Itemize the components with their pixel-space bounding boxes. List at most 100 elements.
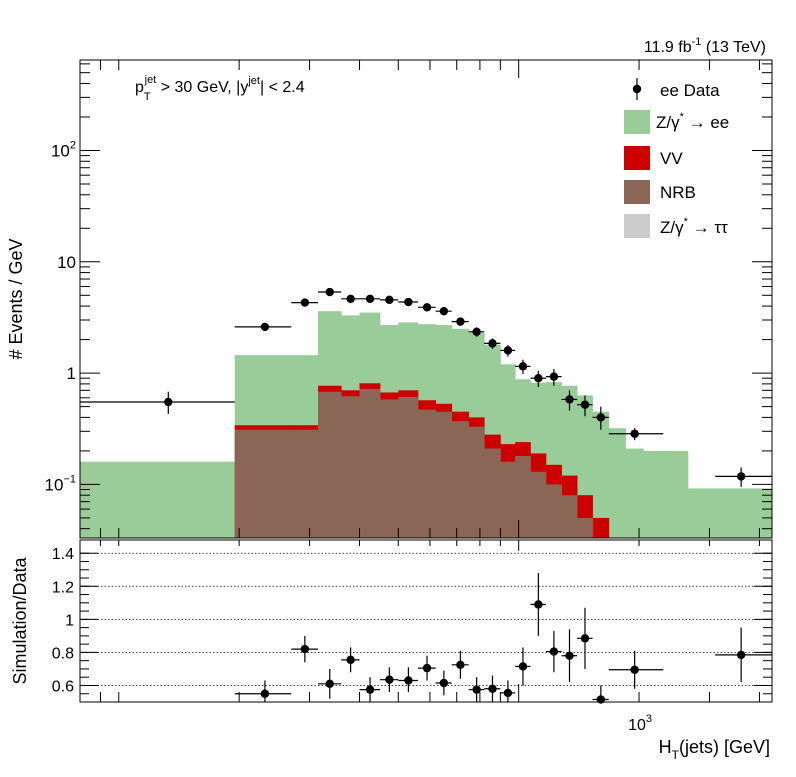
bar-dy-20 xyxy=(608,428,626,538)
bar-nrb-2 xyxy=(291,429,319,538)
data-point-16 xyxy=(545,368,562,386)
bar-nrb-9 xyxy=(435,411,453,538)
ratio-tick-label-4: 1.4 xyxy=(52,546,74,563)
x-axis-label: HT(jets) [GeV] xyxy=(659,737,770,762)
bar-nrb-18 xyxy=(577,517,593,538)
legend-label-tt: Z/γ* → ττ xyxy=(660,216,728,237)
ratio-point-8 xyxy=(435,670,452,696)
ratio-point-2 xyxy=(318,668,342,699)
bar-nrb-6 xyxy=(379,399,399,538)
data-point-4 xyxy=(341,294,360,304)
data-point-17 xyxy=(561,390,578,411)
data-point-13 xyxy=(500,344,516,357)
bar-nrb-3 xyxy=(318,391,342,538)
legend-label-dy: Z/γ* → ee xyxy=(656,111,729,132)
ratio-point-15 xyxy=(545,630,562,673)
legend-swatch-dy xyxy=(624,110,650,134)
legend-entry-dy: Z/γ* → ee xyxy=(624,110,729,134)
ratio-point-3 xyxy=(341,647,360,673)
ratio-point-0 xyxy=(234,680,292,702)
legend-swatch-tt xyxy=(624,214,650,238)
ratio-point-5 xyxy=(379,667,399,693)
bar-nrb-13 xyxy=(500,461,516,538)
upper-y-axis-label: # Events / GeV xyxy=(6,238,26,359)
ratio-tick-label-1: 0.8 xyxy=(52,645,74,662)
bar-nrb-16 xyxy=(545,484,562,538)
y-tick-label-1: 10 xyxy=(57,253,76,272)
ratio-points xyxy=(234,573,772,704)
ratio-tick-label-2: 1 xyxy=(65,612,74,629)
data-point-5 xyxy=(359,294,380,304)
ratio-point-12 xyxy=(500,680,516,702)
bar-nrb-17 xyxy=(561,495,578,538)
ratio-point-4 xyxy=(359,677,380,702)
ratio-point-13 xyxy=(515,647,531,686)
bar-nrb-1 xyxy=(234,429,292,538)
bar-nrb-10 xyxy=(451,421,470,538)
bar-dy-19 xyxy=(592,411,610,538)
legend-entry-vv: VV xyxy=(624,146,683,170)
legend-label-data: ee Data xyxy=(660,81,720,100)
data-point-15 xyxy=(530,370,546,388)
legend-label-nrb: NRB xyxy=(660,183,696,202)
bar-dy-22 xyxy=(643,450,664,538)
data-point-1 xyxy=(234,322,292,332)
data-point-19 xyxy=(592,406,609,430)
data-point-21 xyxy=(715,467,772,487)
bar-dy-21 xyxy=(625,448,644,538)
data-point-14 xyxy=(515,359,531,375)
upper-stack-bars xyxy=(80,311,773,538)
bar-nrb-5 xyxy=(359,388,381,538)
bar-nrb-12 xyxy=(484,448,501,538)
ratio-point-17 xyxy=(577,607,593,669)
data-point-6 xyxy=(379,295,399,305)
bar-nrb-11 xyxy=(468,426,485,538)
legend-entry-nrb: NRB xyxy=(624,180,696,204)
lumi-label: 11.9 fb-1 (13 TeV) xyxy=(644,36,766,56)
bar-nrb-15 xyxy=(530,471,547,538)
data-point-3 xyxy=(318,287,342,297)
ratio-point-10 xyxy=(468,677,485,702)
ratio-point-6 xyxy=(398,667,418,693)
cut-label: pTjet > 30 GeV, |yjet| < 2.4 xyxy=(135,74,305,103)
bar-dy-25 xyxy=(715,488,773,538)
data-point-12 xyxy=(484,338,501,349)
legend-label-vv: VV xyxy=(660,149,683,168)
bar-vv-19 xyxy=(592,517,610,538)
lower-frame xyxy=(79,539,773,703)
upper-data-points xyxy=(80,287,772,487)
legend-data-marker xyxy=(632,84,642,94)
lower-y-axis-label: Simulation/Data xyxy=(10,556,30,684)
bar-dy-0 xyxy=(80,461,236,538)
data-point-11 xyxy=(468,327,485,337)
data-point-10 xyxy=(451,317,469,326)
ratio-point-16 xyxy=(561,629,578,683)
bar-nrb-8 xyxy=(417,409,437,538)
bar-dy-23 xyxy=(663,450,689,538)
y-tick-label-3: 10−1 xyxy=(45,473,76,494)
data-point-18 xyxy=(577,395,593,417)
x-tick-label-1000: 103 xyxy=(628,713,652,734)
ratio-tick-label-3: 1.2 xyxy=(52,579,74,596)
legend-swatch-nrb xyxy=(624,180,650,204)
legend-entry-data: ee Data xyxy=(632,78,720,100)
upper-axes: 102 10 1 10−1 xyxy=(45,60,772,538)
y-tick-label-0: 102 xyxy=(51,139,76,160)
bar-dy-24 xyxy=(687,488,716,538)
ratio-point-20 xyxy=(715,627,772,683)
bar-nrb-7 xyxy=(398,396,419,538)
ratio-point-11 xyxy=(484,675,501,702)
y-tick-label-2: 1 xyxy=(67,364,76,383)
data-point-7 xyxy=(398,297,418,307)
ratio-point-18 xyxy=(592,685,609,704)
upper-frame xyxy=(79,59,773,539)
ratio-point-7 xyxy=(417,655,436,681)
legend-entry-tt: Z/γ* → ττ xyxy=(624,214,728,238)
ratio-point-9 xyxy=(451,650,469,679)
ratio-point-14 xyxy=(530,573,546,636)
data-point-2 xyxy=(291,298,319,307)
ratio-point-19 xyxy=(608,650,664,689)
bar-nrb-14 xyxy=(515,455,531,538)
